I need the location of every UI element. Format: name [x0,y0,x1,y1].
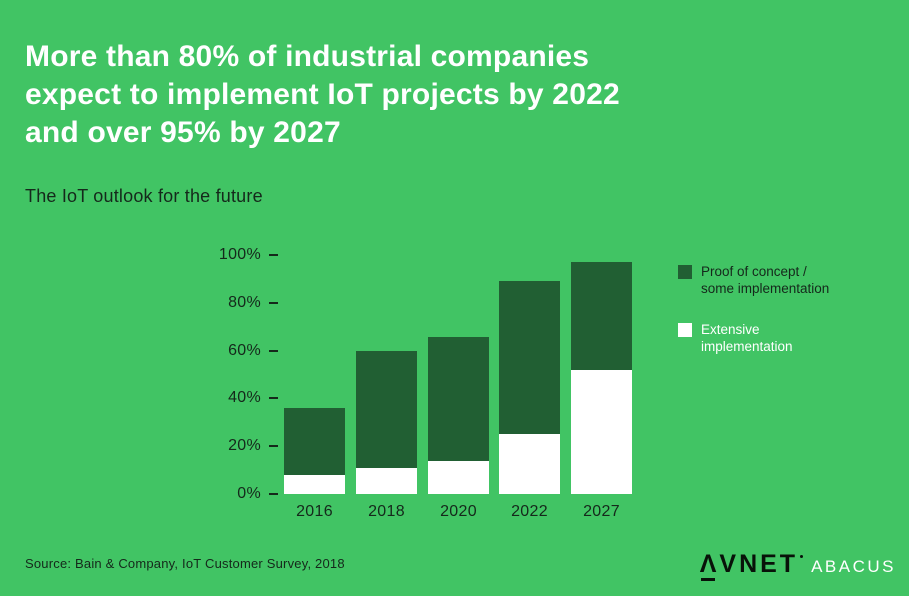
legend-swatch-extensive [678,323,692,337]
y-axis: 0% 20% 40% 60% 80% 100% [0,246,278,502]
x-tick-label-2018: 2018 [368,503,405,520]
y-tick-dash [269,397,278,399]
avnet-abacus-logo: Λ VNET ABACUS [699,550,896,581]
y-tick-label: 80% [228,294,261,311]
y-tick-40%: 40% [215,389,278,407]
y-tick-dash [269,445,278,447]
y-tick-label: 100% [218,246,261,263]
chart-subtitle: The IoT outlook for the future [25,186,263,206]
bar-segment-proof-2018 [356,351,417,468]
bar-segment-extensive-2020 [428,461,489,494]
y-tick-label: 60% [228,342,261,359]
avnet-rest: VNET [719,550,799,578]
y-tick-20%: 20% [215,437,278,455]
y-tick-dash [269,493,278,495]
bar-segment-extensive-2016 [284,475,345,494]
y-tick-0%: 0% [215,485,278,503]
bar-segment-proof-2022 [499,281,560,434]
x-tick-label-2027: 2027 [583,503,620,520]
trademark-dot-icon [800,555,804,558]
source-note: Source: Bain & Company, IoT Customer Sur… [25,556,345,571]
y-tick-label: 40% [228,389,261,406]
legend: Proof of concept / some implementation E… [678,263,829,379]
bar-segment-extensive-2027 [571,370,632,494]
page-title: More than 80% of industrial companies ex… [25,40,620,149]
y-tick-dash [269,254,278,256]
y-tick-60%: 60% [215,342,278,360]
avnet-a-caret: Λ [699,550,720,578]
legend-item-extensive: Extensive implementation [678,321,829,355]
y-tick-label: 0% [237,485,261,502]
plot-area: 2016 2018 2020 2022 2027 [284,255,632,520]
legend-swatch-proof-of-concept [678,265,692,279]
bar-segment-extensive-2018 [356,468,417,494]
avnet-a-glyph: Λ [699,550,720,581]
y-tick-80%: 80% [215,294,278,312]
y-tick-dash [269,302,278,304]
legend-item-proof-of-concept: Proof of concept / some implementation [678,263,829,297]
abacus-wordmark: ABACUS [811,557,896,576]
y-tick-label: 20% [228,437,261,454]
x-tick-label-2016: 2016 [296,503,333,520]
y-tick-100%: 100% [215,246,278,264]
y-tick-dash [269,350,278,352]
avnet-a-underline [700,578,716,581]
x-tick-label-2022: 2022 [511,503,548,520]
legend-label-extensive: Extensive implementation [701,322,793,354]
legend-label-proof-of-concept: Proof of concept / some implementation [701,264,830,296]
bar-segment-proof-2027 [571,262,632,370]
bar-segment-extensive-2022 [499,434,560,494]
x-tick-label-2020: 2020 [440,503,477,520]
bar-segment-proof-2020 [428,337,489,461]
avnet-wordmark: Λ VNET [699,550,799,581]
bar-segment-proof-2016 [284,408,345,475]
